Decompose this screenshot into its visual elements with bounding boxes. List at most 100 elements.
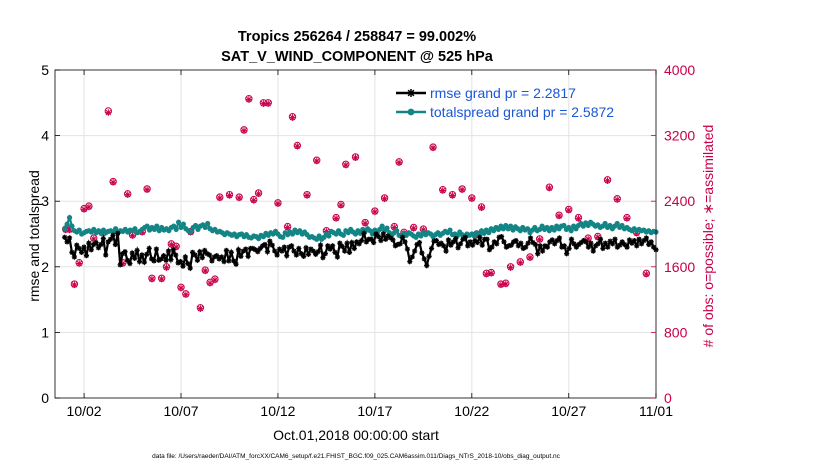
- y-left-tick-label: 3: [41, 193, 49, 209]
- rmse-point: [317, 242, 324, 248]
- asterisk-stroke: [644, 235, 649, 241]
- asterisk-stroke: [180, 263, 186, 269]
- asterisk-stroke: [498, 282, 504, 288]
- asterisk-stroke: [303, 245, 309, 251]
- asterisk-stroke: [489, 244, 495, 250]
- plot-frame: [54, 69, 657, 399]
- asterisk-stroke: [207, 252, 212, 258]
- obs-assimilated-point: [274, 200, 282, 207]
- rmse-point: [245, 253, 251, 259]
- rmse-point: [351, 245, 357, 252]
- asterisk-stroke: [458, 241, 463, 247]
- rmse-point: [501, 239, 507, 245]
- rmse-point: [291, 248, 297, 254]
- asterisk-stroke: [410, 225, 417, 231]
- asterisk-stroke: [267, 238, 273, 244]
- obs-assimilated-point: [410, 224, 417, 232]
- asterisk-stroke: [127, 261, 133, 266]
- rmse-point: [185, 260, 191, 267]
- asterisk-stroke: [262, 242, 268, 247]
- obs-assimilated-point: [294, 142, 301, 150]
- asterisk-stroke: [190, 250, 195, 255]
- rmse-point: [448, 242, 454, 248]
- obs-assimilated-point: [226, 192, 233, 199]
- rmse-point: [600, 245, 606, 252]
- rmse-point: [288, 243, 295, 249]
- asterisk-stroke: [209, 258, 215, 264]
- totalspread-point: [66, 215, 73, 221]
- rmse-point: [443, 248, 449, 254]
- rmse-point: [339, 243, 345, 250]
- asterisk-stroke: [298, 251, 304, 257]
- asterisk-stroke: [338, 202, 344, 209]
- totalspread-series: [62, 214, 659, 242]
- legend-totalspread-marker: [407, 108, 415, 116]
- obs-assimilated-point: [395, 159, 403, 166]
- rmse-point: [535, 251, 541, 257]
- x-tick-label: 10/17: [357, 403, 392, 419]
- rmse-point: [361, 230, 367, 236]
- rmse-point: [397, 241, 403, 247]
- rmse-point: [407, 258, 413, 265]
- rmse-point: [556, 235, 563, 241]
- asterisk-stroke: [564, 251, 570, 257]
- rmse-point: [127, 260, 133, 267]
- asterisk-stroke: [540, 248, 545, 254]
- rmse-point: [455, 245, 461, 251]
- totalspread-point: [64, 221, 70, 227]
- rmse-point: [69, 249, 75, 255]
- obs-assimilated-point: [148, 275, 156, 283]
- asterisk-stroke: [81, 206, 87, 213]
- rmse-point: [86, 240, 92, 246]
- obs-assimilated-point: [245, 96, 253, 103]
- obs-assimilated-point: [337, 202, 345, 209]
- asterisk-stroke: [86, 204, 92, 210]
- y-left-tick-label: 1: [41, 324, 49, 340]
- obs-assimilated-point: [197, 305, 204, 312]
- asterisk-stroke: [402, 239, 408, 245]
- totalspread-point: [62, 226, 68, 232]
- rmse-point: [132, 255, 138, 261]
- asterisk-stroke: [478, 205, 485, 211]
- rmse-point: [477, 234, 483, 240]
- rmse-point: [479, 242, 485, 248]
- asterisk-stroke: [178, 259, 183, 264]
- rmse-point: [595, 241, 601, 247]
- asterisk-stroke: [440, 187, 446, 194]
- chart-title-line2: SAT_V_WIND_COMPONENT @ 525 hPa: [221, 49, 494, 65]
- rmse-point: [378, 237, 384, 244]
- rmse-point: [228, 249, 234, 255]
- asterisk-stroke: [183, 254, 188, 260]
- asterisk-stroke: [221, 259, 227, 264]
- asterisk-stroke: [113, 242, 118, 247]
- asterisk-stroke: [575, 215, 582, 222]
- obs-assimilated-point: [361, 220, 369, 227]
- obs-assimilated-point: [240, 127, 248, 134]
- asterisk-stroke: [385, 233, 391, 239]
- rmse-point: [264, 249, 271, 255]
- legend-totalspread-label: totalspread grand pr = 2.5872: [430, 104, 614, 120]
- obs-assimilated-point: [536, 236, 543, 244]
- asterisk-stroke: [528, 235, 533, 241]
- rmse-point: [83, 253, 90, 259]
- rmse-point: [187, 265, 193, 271]
- asterisk-stroke: [475, 240, 480, 245]
- asterisk-stroke: [513, 238, 519, 243]
- rmse-point: [301, 253, 307, 259]
- rmse-point: [180, 263, 186, 269]
- rmse-point: [221, 258, 227, 265]
- y-left-tick-label: 4: [41, 128, 49, 144]
- rmse-point: [583, 239, 589, 245]
- rmse-point: [474, 239, 481, 246]
- asterisk-stroke: [624, 244, 630, 250]
- asterisk-stroke: [294, 252, 299, 258]
- asterisk-stroke: [566, 246, 572, 251]
- asterisk-stroke: [255, 191, 262, 197]
- obs-assimilated-point: [468, 195, 476, 203]
- obs-assimilated-point: [264, 100, 272, 107]
- obs-assimilated-point: [381, 195, 388, 203]
- asterisk-stroke: [163, 257, 169, 263]
- asterisk-stroke: [294, 143, 301, 149]
- obs-assimilated-point: [255, 190, 262, 198]
- asterisk-stroke: [581, 238, 586, 243]
